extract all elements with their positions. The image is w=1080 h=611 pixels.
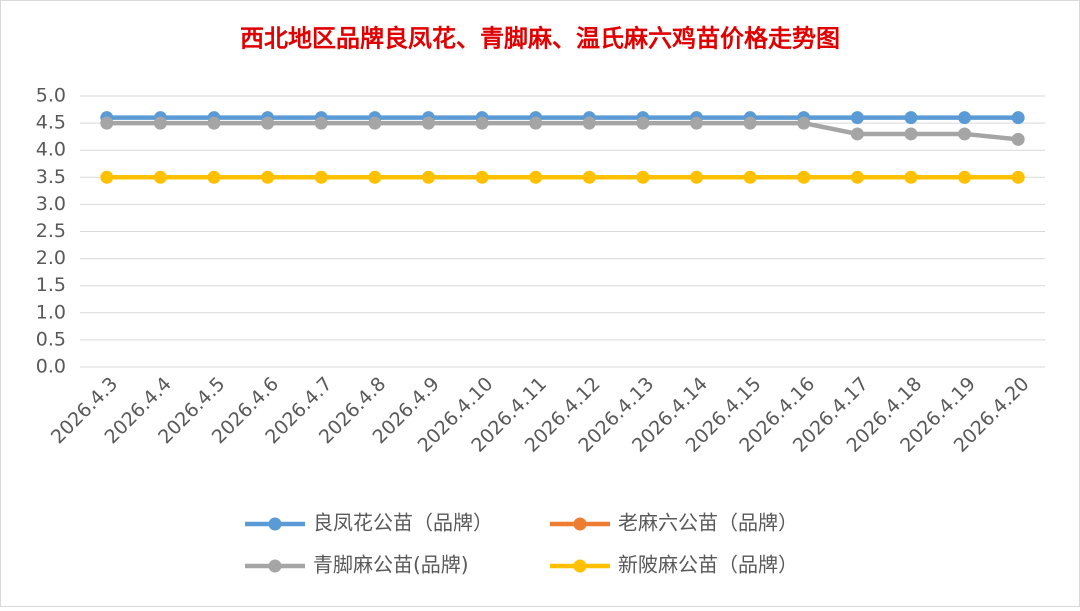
data-point (958, 127, 972, 141)
y-tick-label: 4.0 (36, 139, 66, 161)
y-tick-label: 0.5 (36, 328, 66, 350)
data-point (850, 127, 864, 141)
data-point (743, 116, 757, 130)
legend-marker (268, 559, 282, 573)
data-point (529, 170, 543, 184)
data-point (582, 116, 596, 130)
y-tick-label: 4.5 (36, 112, 66, 134)
data-point (100, 170, 114, 184)
data-point (690, 170, 704, 184)
y-tick-label: 3.5 (36, 166, 66, 188)
data-point (636, 170, 650, 184)
data-point (100, 116, 114, 130)
data-point (797, 170, 811, 184)
data-point (153, 116, 167, 130)
data-point (207, 170, 221, 184)
legend-label: 青脚麻公苗(品牌) (313, 553, 469, 577)
legend-marker (573, 559, 587, 573)
data-point (368, 170, 382, 184)
data-point (314, 116, 328, 130)
y-tick-label: 3.0 (36, 193, 66, 215)
data-point (475, 170, 489, 184)
data-point (636, 116, 650, 130)
data-point (904, 127, 918, 141)
legend-marker (268, 517, 282, 531)
data-point (958, 170, 972, 184)
data-point (421, 116, 435, 130)
data-point (1011, 170, 1025, 184)
data-point (797, 116, 811, 130)
y-tick-label: 2.0 (36, 247, 66, 269)
data-point (690, 116, 704, 130)
data-point (850, 170, 864, 184)
data-point (421, 170, 435, 184)
chart-title: 西北地区品牌良凤花、青脚麻、温氏麻六鸡苗价格走势图 (240, 24, 840, 53)
data-point (582, 170, 596, 184)
data-point (261, 116, 275, 130)
data-point (314, 170, 328, 184)
y-tick-label: 1.5 (36, 274, 66, 296)
legend-label: 老麻六公苗（品牌） (618, 511, 798, 535)
data-point (1011, 132, 1025, 146)
series-line (106, 120, 1019, 142)
data-point (904, 111, 918, 125)
legend-label: 良凤花公苗（品牌） (313, 511, 493, 535)
data-point (958, 111, 972, 125)
y-tick-label: 5.0 (36, 85, 66, 107)
data-point (475, 116, 489, 130)
data-point (261, 170, 275, 184)
data-point (1011, 111, 1025, 125)
data-point (207, 116, 221, 130)
data-point (529, 116, 543, 130)
legend-label: 新陂麻公苗（品牌） (618, 553, 798, 577)
data-point (368, 116, 382, 130)
legend-marker (573, 517, 587, 531)
data-point (743, 170, 757, 184)
data-point (904, 170, 918, 184)
data-point (153, 170, 167, 184)
y-tick-label: 0.0 (36, 356, 66, 378)
data-point (850, 111, 864, 125)
y-tick-label: 1.0 (36, 301, 66, 323)
y-tick-label: 2.5 (36, 220, 66, 242)
